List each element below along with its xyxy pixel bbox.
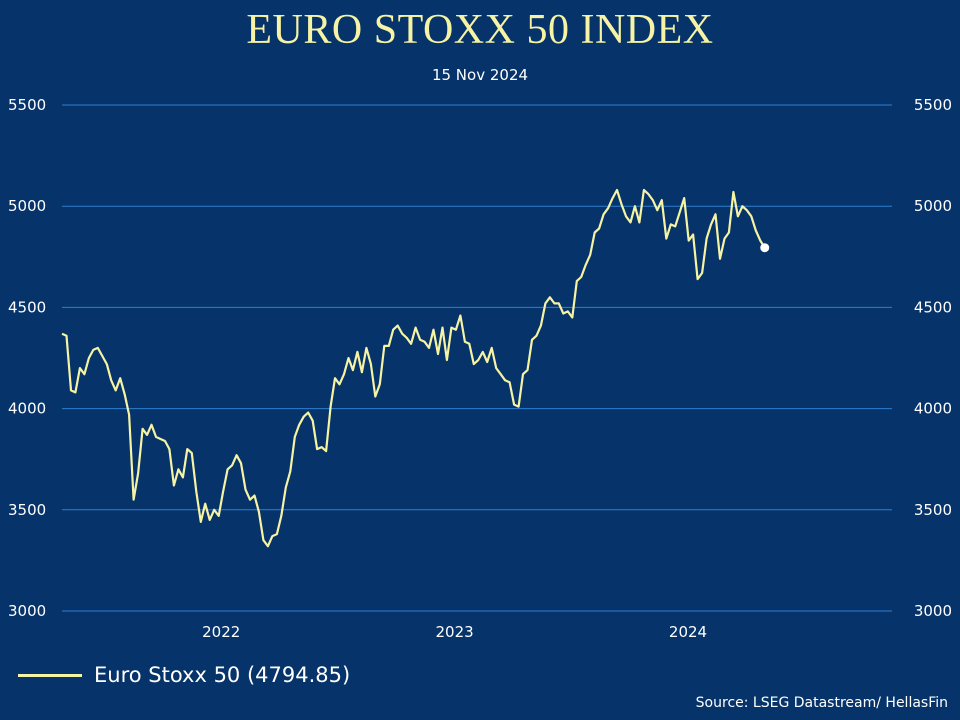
y-tick-left-3500: 3500 xyxy=(8,501,46,519)
legend-swatch xyxy=(18,673,82,677)
y-tick-right-4000: 4000 xyxy=(914,400,952,418)
y-tick-right-4500: 4500 xyxy=(914,298,952,316)
y-tick-left-4000: 4000 xyxy=(8,400,46,418)
y-tick-left-5500: 5500 xyxy=(8,96,46,114)
x-tick-2023: 2023 xyxy=(436,623,474,641)
y-axis-left-ticks: 3000 3500 4000 4500 5000 5500 xyxy=(8,96,46,620)
y-tick-left-3000: 3000 xyxy=(8,602,46,620)
legend-label: Euro Stoxx 50 (4794.85) xyxy=(94,663,351,687)
gridlines xyxy=(62,104,892,612)
series-line-0 xyxy=(61,188,766,548)
y-tick-left-4500: 4500 xyxy=(8,298,46,316)
y-tick-right-3500: 3500 xyxy=(914,501,952,519)
y-tick-right-3000: 3000 xyxy=(914,602,952,620)
x-axis-ticks: 2022 2023 2024 xyxy=(202,623,707,641)
legend: Euro Stoxx 50 (4794.85) xyxy=(18,660,350,690)
x-tick-2022: 2022 xyxy=(202,623,240,641)
y-tick-right-5500: 5500 xyxy=(914,96,952,114)
x-tick-2024: 2024 xyxy=(669,623,707,641)
y-tick-right-5000: 5000 xyxy=(914,197,952,215)
series-layer xyxy=(61,188,770,548)
y-axis-right-ticks: 3000 3500 4000 4500 5000 5500 xyxy=(914,96,952,620)
source-note: Source: LSEG Datastream/ HellasFin xyxy=(695,695,948,711)
chart-date: 15 Nov 2024 xyxy=(431,66,529,84)
y-tick-left-5000: 5000 xyxy=(8,197,46,215)
last-value-marker xyxy=(760,243,770,253)
chart-title: EURO STOXX 50 INDEX xyxy=(246,7,714,53)
